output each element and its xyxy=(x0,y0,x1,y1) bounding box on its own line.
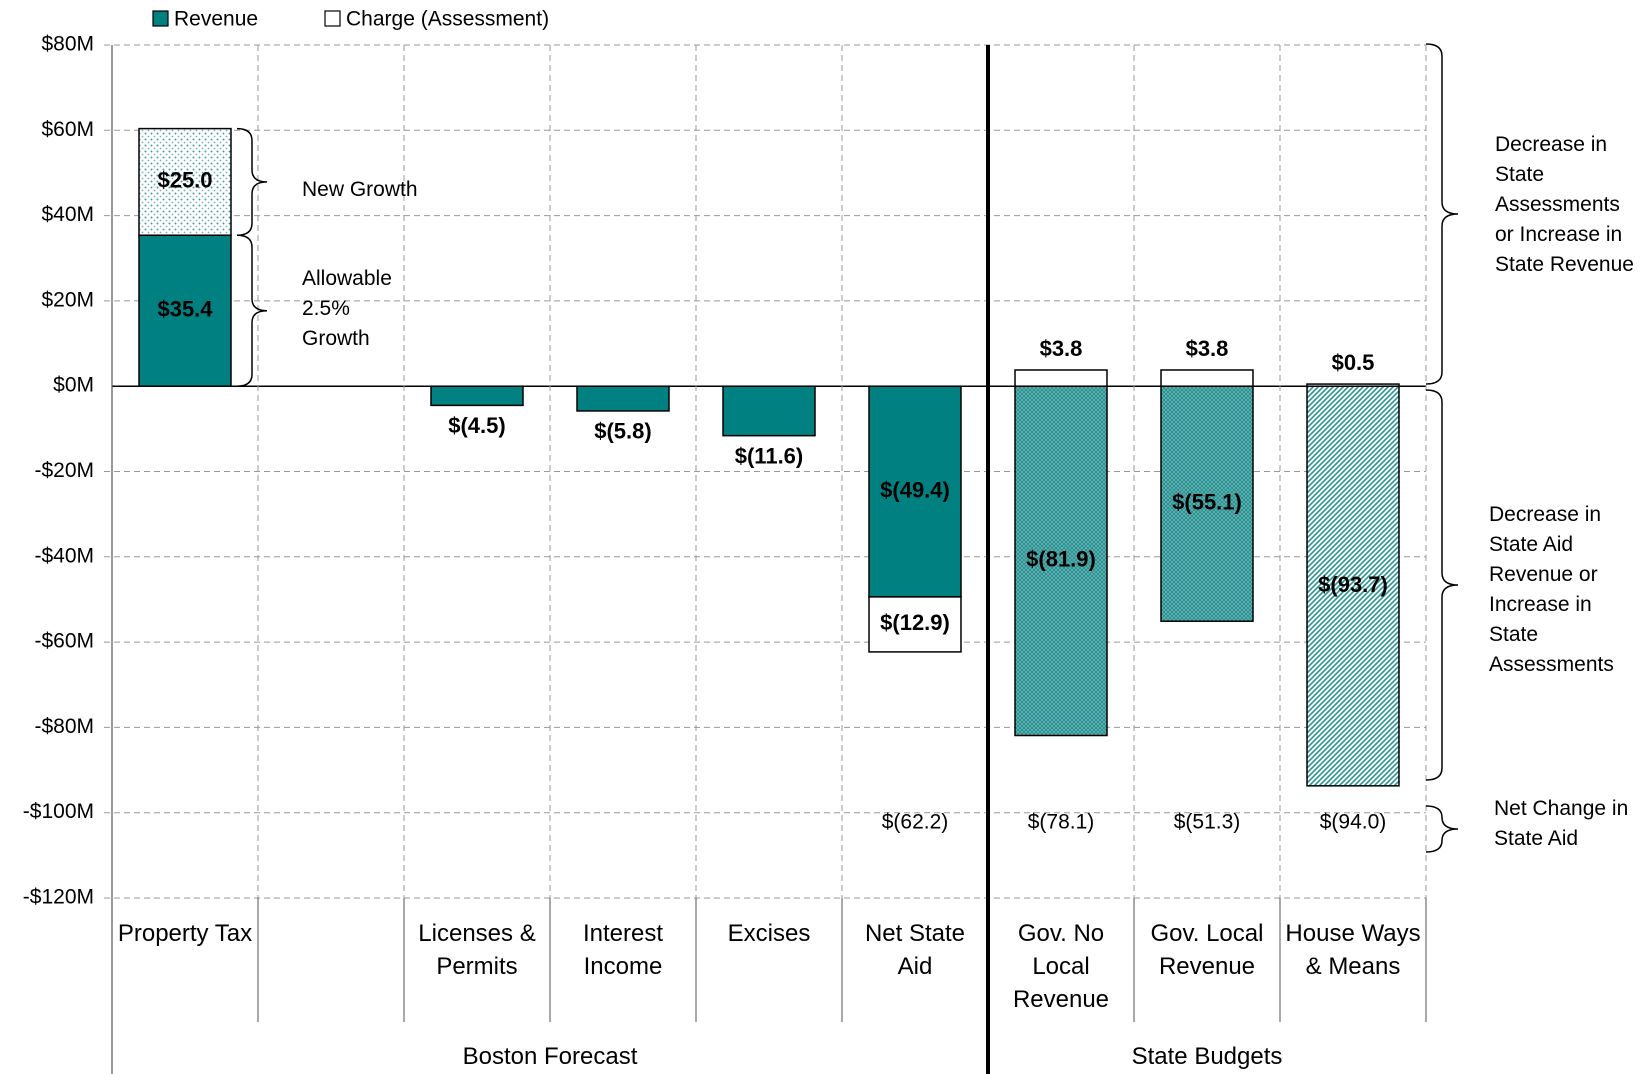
value-label: $0.5 xyxy=(1332,350,1375,375)
bar xyxy=(1306,383,1400,387)
annotation: Decrease in State Assessments or Increas… xyxy=(1495,133,1634,276)
x-tick-label: Interest Income xyxy=(582,920,664,980)
value-label: $(11.6) xyxy=(735,443,804,468)
value-label: $(55.1) xyxy=(1172,490,1242,515)
y-tick-label: $60M xyxy=(41,118,94,141)
value-label: $3.8 xyxy=(1186,336,1229,361)
net-label: $(62.2) xyxy=(882,811,949,834)
net-label: $(78.1) xyxy=(1028,811,1095,834)
y-tick-label: $40M xyxy=(41,203,94,226)
x-tick-label: Net State Aid xyxy=(864,920,966,980)
value-label: $(49.4) xyxy=(880,477,950,502)
net-label: $(51.3) xyxy=(1174,811,1241,834)
brace xyxy=(1425,389,1459,781)
x-tick-label: Excises xyxy=(727,920,811,947)
y-tick-label: -$100M xyxy=(23,800,94,823)
value-label: $(81.9) xyxy=(1026,547,1096,572)
bar xyxy=(576,385,670,412)
legend-swatch xyxy=(152,10,169,27)
y-tick-label: -$80M xyxy=(34,715,94,738)
y-tick-label: -$20M xyxy=(34,459,94,482)
brace xyxy=(1425,805,1459,853)
bar xyxy=(138,234,232,387)
legend-label: Charge (Assessment) xyxy=(346,8,549,31)
brace xyxy=(1425,43,1459,385)
x-tick-label: Gov. Local Revenue xyxy=(1150,920,1264,980)
annotation: Net Change in State Aid xyxy=(1494,797,1629,850)
bar xyxy=(1160,369,1254,387)
annotation: New Growth xyxy=(302,178,418,201)
bar xyxy=(138,127,232,236)
bar xyxy=(1014,385,1108,737)
bar xyxy=(430,385,524,407)
group-label: State Budgets xyxy=(1131,1043,1283,1070)
value-label: $(12.9) xyxy=(880,610,950,635)
legend-label: Revenue xyxy=(174,8,258,31)
y-tick-label: $0M xyxy=(53,374,94,397)
y-tick-label: -$120M xyxy=(23,886,94,909)
bar xyxy=(1306,385,1400,787)
value-label: $(93.7) xyxy=(1318,572,1388,597)
value-label: $3.8 xyxy=(1040,336,1083,361)
group-label: Boston Forecast xyxy=(462,1043,638,1070)
value-label: $25.0 xyxy=(157,168,212,193)
net-label: $(94.0) xyxy=(1320,811,1387,834)
y-tick-label: -$60M xyxy=(34,630,94,653)
x-tick-label: Licenses & Permits xyxy=(418,920,536,980)
annotation: Allowable 2.5% Growth xyxy=(302,267,392,350)
annotation: Decrease in State Aid Revenue or Increas… xyxy=(1489,503,1614,676)
y-tick-label: -$40M xyxy=(34,544,94,567)
bar xyxy=(868,385,962,598)
value-label: $35.4 xyxy=(157,297,213,322)
bar xyxy=(868,596,962,653)
value-label: $(5.8) xyxy=(594,419,651,444)
bar xyxy=(1014,369,1108,387)
x-tick-label: Gov. No Local Revenue xyxy=(1012,920,1110,1013)
brace xyxy=(236,234,268,387)
brace xyxy=(236,127,268,236)
y-tick-label: $20M xyxy=(41,288,94,311)
x-tick-label: House Ways & Means xyxy=(1285,920,1421,980)
x-tick-label: Property Tax xyxy=(117,920,253,947)
value-label: $(4.5) xyxy=(448,413,505,438)
bar xyxy=(722,385,816,437)
y-tick-label: $80M xyxy=(41,33,94,56)
bar xyxy=(1160,385,1254,622)
legend-swatch xyxy=(324,10,341,27)
